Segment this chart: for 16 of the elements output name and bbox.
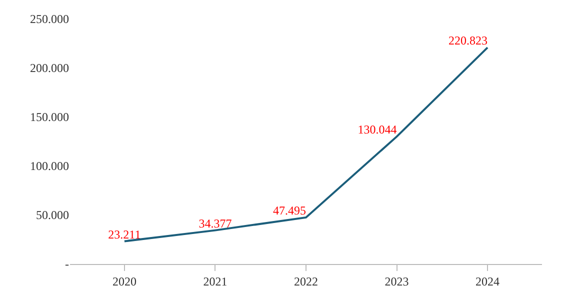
x-tick-label: 2022 — [294, 274, 318, 288]
y-tick-label: 100.000 — [30, 159, 69, 174]
data-label: 47.495 — [273, 203, 306, 218]
data-label: 130.044 — [358, 122, 397, 137]
y-tick-label: 150.000 — [30, 110, 69, 124]
x-tick-label: 2020 — [112, 274, 136, 288]
x-tick-label: 2021 — [203, 274, 228, 288]
data-label: 220.823 — [448, 34, 488, 48]
data-label: 23.211 — [108, 227, 141, 242]
y-tick-label: 200.000 — [30, 61, 69, 76]
y-tick-label: 50.000 — [36, 208, 69, 222]
y-tick-label: - — [65, 257, 69, 272]
y-tick-label: 250.000 — [30, 12, 69, 26]
data-label: 34.377 — [198, 216, 232, 230]
x-tick-label: 2023 — [384, 274, 409, 288]
x-tick-label: 2024 — [476, 274, 500, 288]
